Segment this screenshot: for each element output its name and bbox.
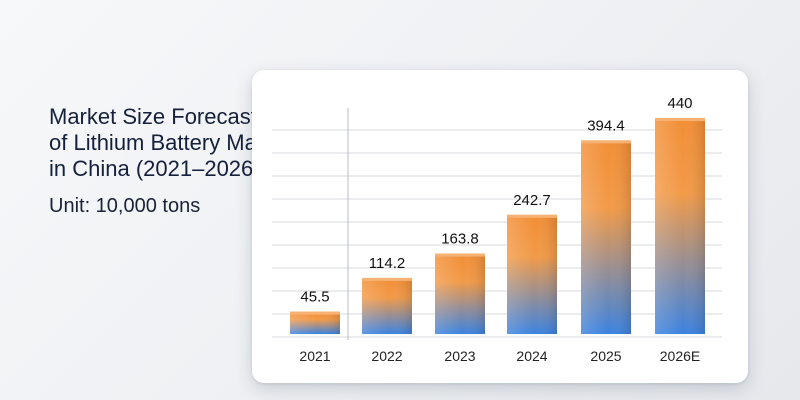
value-label-2025: 394.4 [587, 117, 625, 134]
value-label-2021: 45.5 [300, 289, 329, 306]
x-tick-2026E: 2026E [660, 348, 700, 364]
bar-cap-2021 [290, 311, 340, 315]
value-label-2024: 242.7 [513, 192, 551, 209]
value-label-2023: 163.8 [441, 231, 479, 248]
x-tick-2024: 2024 [516, 348, 547, 364]
bar-shade-2023 [435, 253, 485, 334]
value-label-2022: 114.2 [369, 255, 405, 272]
value-labels: 45.5 114.2 163.8 242.7 394.4 440 [300, 95, 692, 306]
chart-title-line-1: Market Size Forecast [49, 104, 257, 129]
bar-shade-2022 [362, 277, 412, 334]
x-tick-2025: 2025 [590, 348, 621, 364]
x-tick-labels: 2021 2022 2023 2024 2025 2026E [299, 348, 700, 364]
unit-label: Unit: 10,000 tons [49, 195, 201, 217]
bar-shade-2024 [507, 214, 557, 334]
bar-shade-2026E [655, 118, 705, 334]
bar-shade-2025 [581, 140, 631, 334]
bar-cap-2026E [655, 118, 705, 121]
grid-lines [272, 129, 722, 338]
bar-cap-2025 [581, 140, 631, 144]
bar-cap-2022 [362, 277, 412, 281]
value-label-2026E: 440 [667, 95, 692, 112]
bar-cap-2023 [435, 253, 485, 257]
x-tick-2022: 2022 [371, 348, 402, 364]
x-tick-2021: 2021 [299, 348, 330, 364]
x-tick-2023: 2023 [444, 348, 475, 364]
bars [290, 118, 705, 334]
bar-shade-2021 [290, 311, 340, 334]
bar-cap-2024 [507, 214, 557, 218]
chart-title-line-3: in China (2021–2026) [49, 156, 261, 181]
